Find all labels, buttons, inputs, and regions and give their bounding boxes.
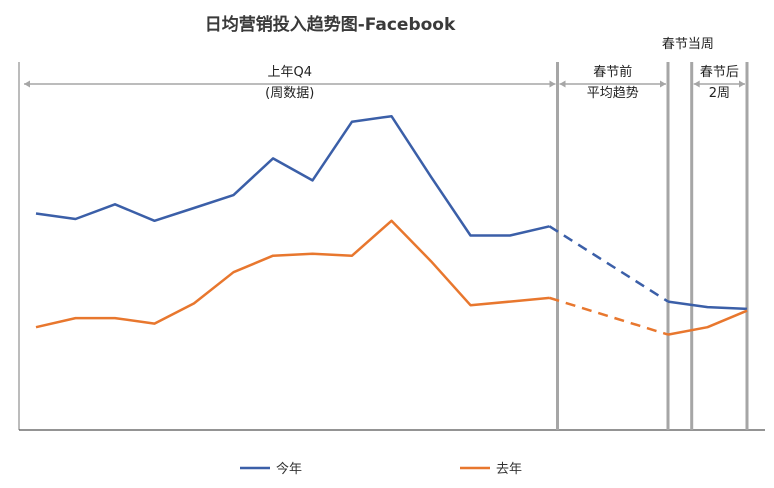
series-lines [35,114,748,336]
region-label-line1: 春节后 [700,65,739,80]
region-label-line2: 2周 [709,86,730,101]
legend-label: 今年 [276,461,302,477]
legend-label: 去年 [496,462,522,477]
chart-title: 日均营销投入趋势图-Facebook [205,14,456,35]
series-line-dashed [549,296,669,336]
legend: 今年 去年 [240,461,522,477]
region-label-line1: 春节前 [593,64,632,80]
arrow-head-icon [24,80,30,88]
series-line-solid [35,219,550,329]
arrow-head-icon [549,80,556,88]
series-line-dashed [548,225,669,303]
arrow-head-icon [739,80,745,88]
region-label: 春节当周 [662,37,714,52]
region-label-line1: 上年Q4 [267,65,312,80]
region-label-line2: 平均趋势 [587,85,639,101]
arrow-head-icon [559,80,566,88]
arrow-head-icon [660,80,666,88]
series-line-solid [667,300,748,311]
region-label-line2: (周数据) [265,86,314,101]
arrow-head-icon [693,80,700,88]
series-line-solid [667,309,748,336]
series-line-solid [35,114,550,237]
